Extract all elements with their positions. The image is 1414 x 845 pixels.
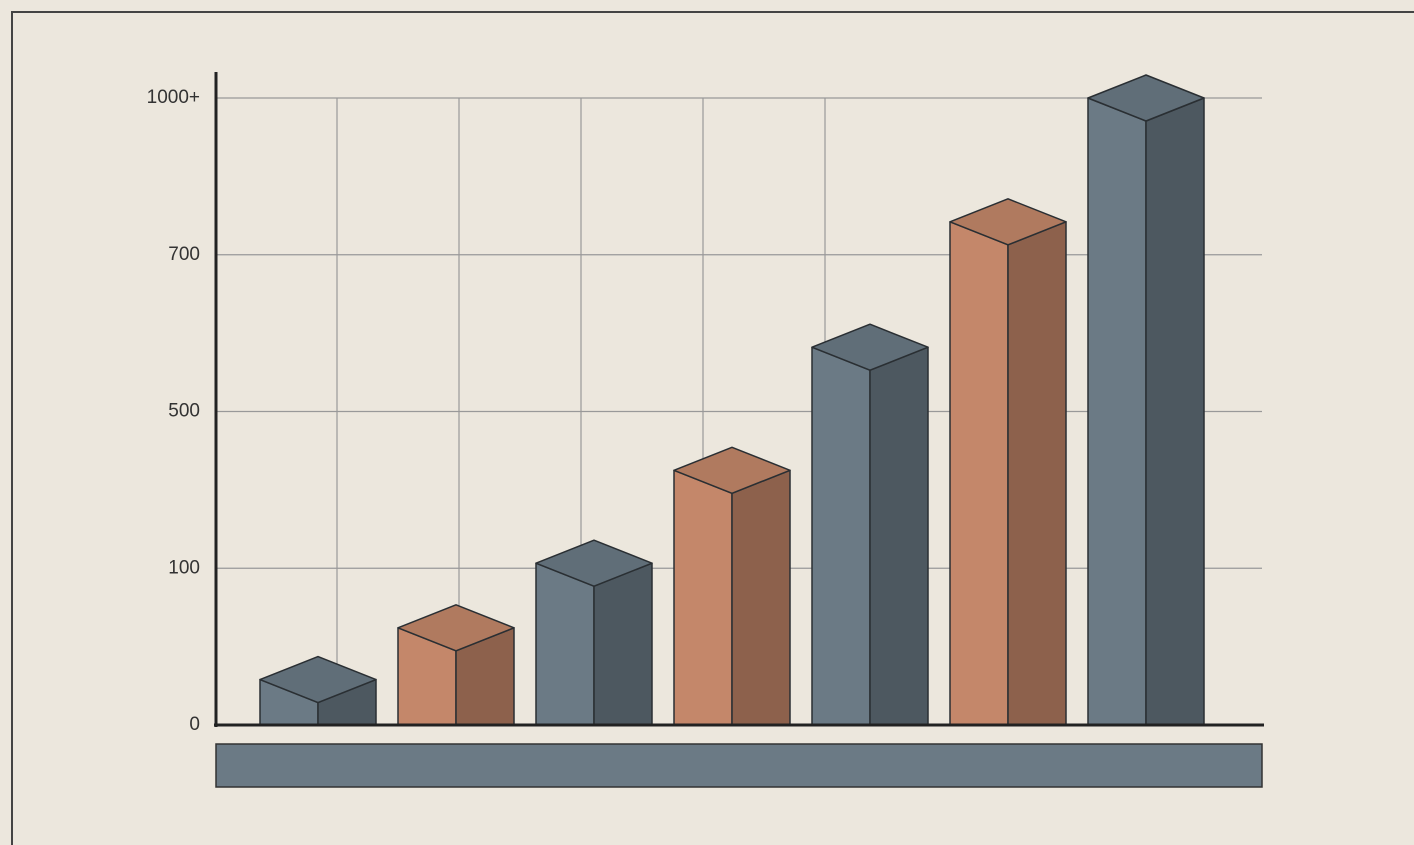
bar [949, 198, 1067, 726]
bar-left-face [1087, 97, 1147, 726]
bar-right-face [1145, 97, 1205, 726]
bar-left-face [949, 221, 1009, 726]
bar-top-face [949, 198, 1067, 246]
base-slab [215, 743, 1263, 788]
bar-right-face [593, 562, 653, 726]
y-tick-label: 1000+ [147, 87, 200, 108]
bar-top-face [259, 655, 377, 704]
bar-left-face [535, 562, 595, 726]
bar [259, 655, 377, 726]
bar [811, 323, 929, 726]
bar [1087, 74, 1205, 726]
bar [397, 604, 515, 726]
bar-top-face [397, 604, 515, 652]
bar-top-face [535, 539, 653, 587]
bar-left-face [673, 469, 733, 726]
y-tick-label: 500 [168, 401, 200, 422]
bar-right-face [731, 469, 791, 726]
bar-right-face [869, 346, 929, 726]
bar-top-face [1087, 74, 1205, 122]
y-tick-label: 0 [189, 714, 200, 735]
y-tick-label: 700 [168, 244, 200, 265]
bar-top-face [673, 446, 791, 495]
bar [535, 539, 653, 726]
bars [259, 74, 1205, 726]
bar-right-face [1007, 221, 1067, 726]
bar-left-face [811, 346, 871, 726]
y-tick-label: 100 [168, 557, 200, 578]
bar-top-face [811, 323, 929, 371]
bar [673, 446, 791, 726]
